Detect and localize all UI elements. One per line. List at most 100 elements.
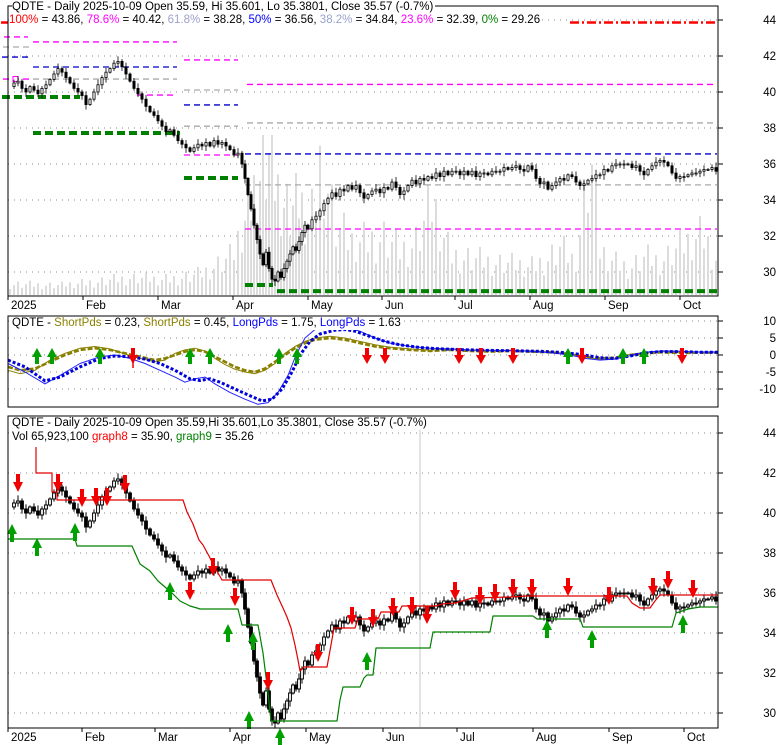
candlestick — [108, 486, 112, 492]
candlestick — [124, 66, 128, 75]
oscillator-plot-area[interactable] — [7, 315, 719, 408]
volume-bar — [387, 257, 389, 295]
buy-signal-arrow — [95, 348, 105, 364]
sell-signal-arrow — [380, 348, 390, 364]
volume-bar — [455, 249, 457, 295]
bottom-y-axis-label: 42 — [763, 468, 776, 480]
volume-bar — [551, 244, 553, 295]
volume-bar — [699, 215, 701, 295]
top-month-label: May — [311, 300, 333, 312]
volume-legend-item-4: = 35.26 — [211, 431, 254, 443]
buy-signal-arrow — [274, 348, 284, 364]
candlestick — [164, 125, 168, 132]
candlestick — [386, 618, 390, 622]
candlestick — [276, 271, 280, 282]
volume-bar — [323, 218, 325, 295]
bottom-month-label: Apr — [233, 732, 251, 744]
volume-bar — [675, 248, 677, 295]
candlestick — [366, 194, 370, 199]
candlestick — [322, 636, 326, 646]
candlestick — [64, 71, 68, 78]
top-y-axis-label: 32 — [763, 231, 776, 243]
volume-graphs-legend: Vol 65,923,100 graph8 = 35.90, graph9 = … — [12, 431, 256, 444]
candlestick — [184, 570, 188, 576]
sell-signal-arrow — [368, 609, 378, 627]
candlestick — [446, 170, 450, 176]
volume-bar — [391, 241, 393, 295]
trailing-stop-upper-line — [35, 447, 718, 672]
top-y-axis-label: 38 — [763, 123, 776, 135]
bottom-y-axis-label: 40 — [763, 508, 776, 520]
volume-bar — [411, 248, 413, 295]
candlestick — [646, 598, 650, 606]
candlestick — [362, 624, 366, 632]
volume-bar — [471, 270, 473, 295]
volume-bar — [615, 251, 617, 295]
volume-bar — [274, 200, 276, 295]
fib-legend-item-1: = 43.86, — [38, 14, 87, 26]
candlestick — [28, 506, 32, 514]
candlestick — [184, 143, 188, 149]
top-y-axis-label: 30 — [763, 267, 776, 279]
candlestick — [586, 610, 590, 616]
candlestick — [542, 612, 546, 616]
volume-bar — [711, 269, 713, 295]
buy-signal-arrow — [185, 348, 195, 364]
volume-bar — [583, 181, 585, 295]
candlestick — [232, 149, 236, 156]
candlestick — [108, 68, 112, 73]
bottom-month-label: Jul — [460, 732, 475, 744]
candlestick — [406, 185, 410, 192]
candlestick — [538, 608, 542, 616]
candlestick — [128, 73, 132, 82]
volume-legend-item-3: graph9 — [176, 431, 212, 443]
candlestick — [270, 267, 274, 280]
volume-bar — [298, 218, 300, 295]
top-month-label: 2025 — [11, 300, 37, 312]
candlestick — [474, 170, 478, 177]
candlestick — [638, 165, 642, 172]
volume-bar — [157, 285, 159, 295]
candlestick — [394, 612, 398, 620]
candlestick — [144, 98, 148, 107]
candlestick — [96, 504, 100, 514]
buy-signal-arrow — [248, 632, 258, 650]
volume-bar — [715, 260, 717, 295]
candlestick — [494, 600, 498, 603]
candlestick — [394, 181, 398, 188]
candlestick — [246, 177, 250, 195]
middle-y-axis-label: 10 — [763, 316, 776, 328]
candlestick — [160, 120, 164, 127]
volume-bar — [121, 276, 123, 295]
candlestick — [690, 602, 694, 606]
top-month-label: Oct — [683, 300, 702, 312]
candlestick — [56, 68, 60, 75]
candlestick — [582, 183, 586, 187]
candlestick — [228, 145, 232, 150]
oscillator-line-LongPds-thick — [7, 328, 718, 403]
volume-bar — [137, 283, 139, 295]
volume-bar — [639, 271, 641, 295]
volume-bar — [619, 270, 621, 295]
volume-bar — [515, 269, 517, 295]
candlestick — [698, 600, 702, 604]
sell-signal-arrow — [527, 579, 537, 597]
volume-legend-item-2: = 35.90, — [127, 431, 177, 443]
bottom-chart-plot-area[interactable] — [7, 415, 719, 729]
volume-bar — [419, 250, 421, 295]
candlestick — [682, 176, 686, 179]
top-y-axis-label: 36 — [763, 159, 776, 171]
candlestick — [300, 231, 304, 242]
sell-signal-arrow — [230, 588, 240, 606]
sell-signal-arrow — [77, 489, 87, 507]
sell-signal-arrow — [53, 474, 63, 492]
candlestick — [562, 177, 566, 181]
volume-bar — [491, 275, 493, 295]
candlestick — [458, 170, 462, 176]
sell-signal-arrow — [663, 571, 673, 589]
oscillator-legend-item-8: = 1.63 — [365, 317, 401, 329]
volume-bar — [277, 174, 279, 295]
candlestick — [358, 616, 362, 626]
candlestick — [366, 626, 370, 632]
